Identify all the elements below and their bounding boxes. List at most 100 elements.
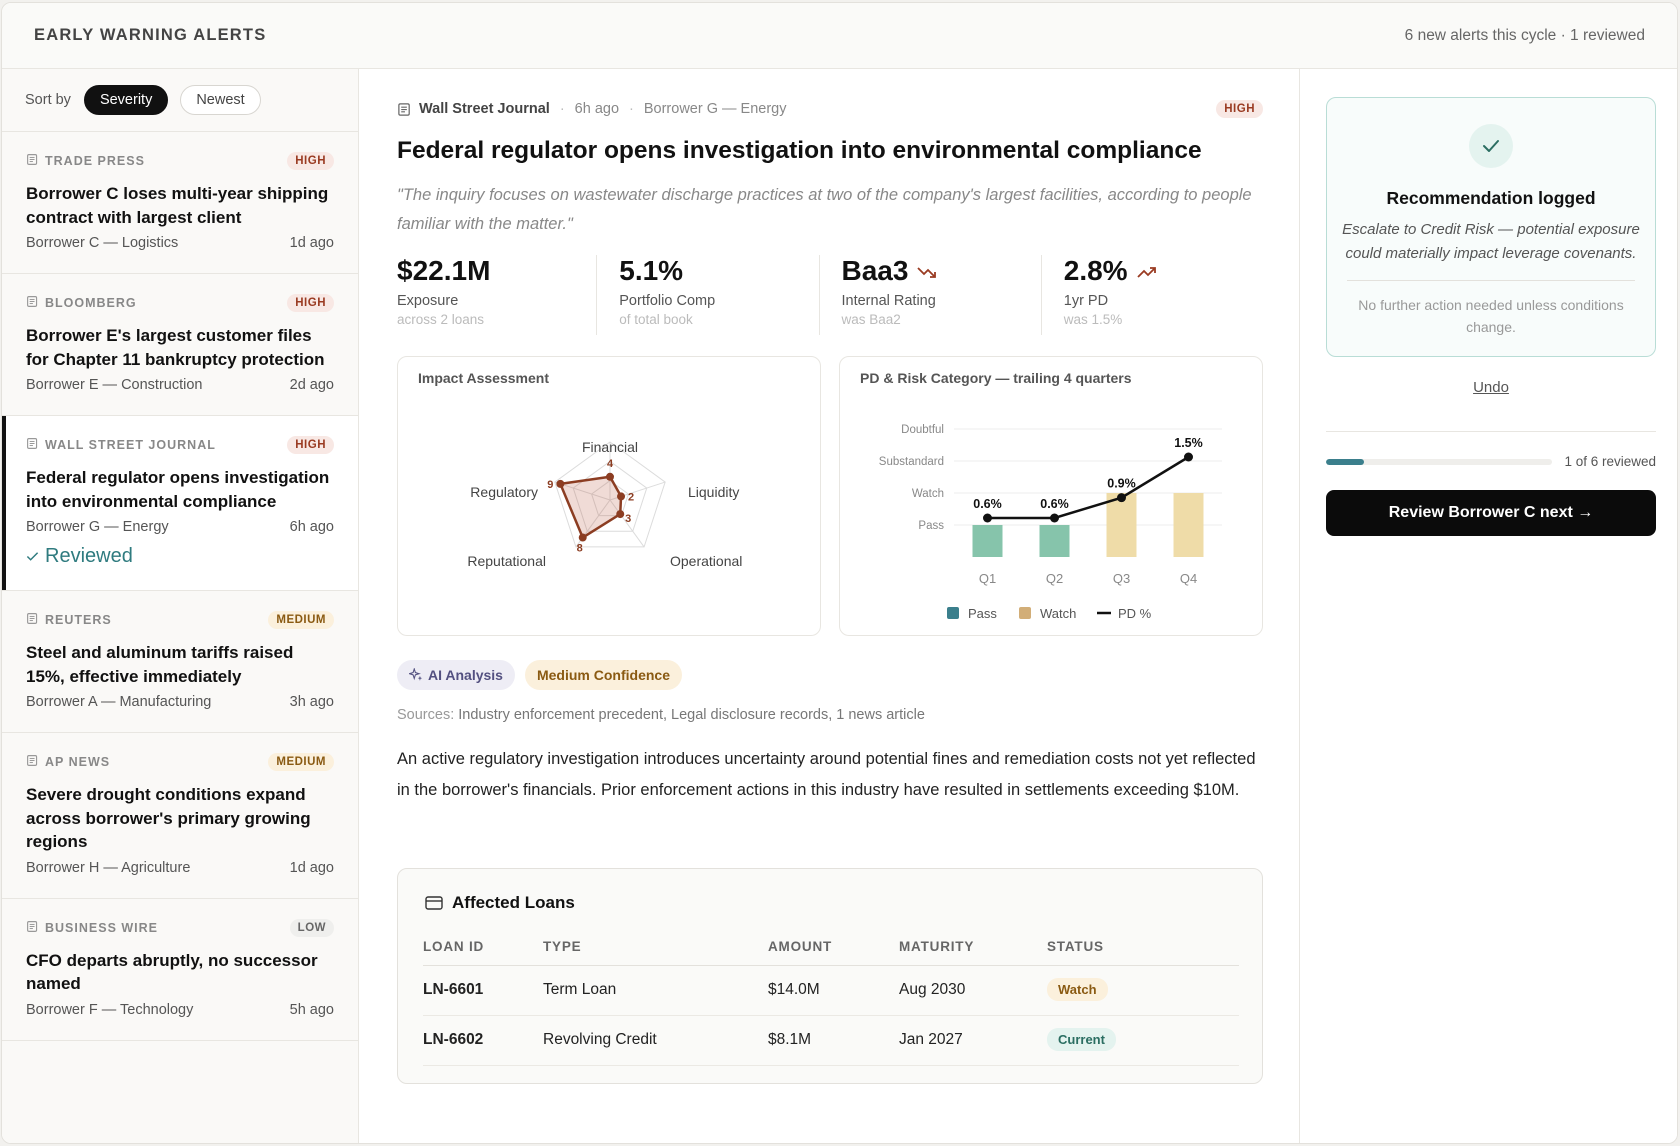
- sort-severity-button[interactable]: Severity: [83, 85, 169, 115]
- alert-meta-row: BLOOMBERG HIGH: [26, 294, 334, 312]
- metric-value-row: $22.1M: [397, 255, 596, 287]
- alert-list-item[interactable]: REUTERS MEDIUM Steel and aluminum tariffs …: [2, 591, 358, 733]
- alert-borrower: Borrower C — Logistics: [26, 235, 179, 251]
- trend-up-icon: [1136, 255, 1158, 287]
- alert-borrower: Borrower F — Technology: [26, 1001, 194, 1018]
- alert-meta-row: WALL STREET JOURNAL HIGH: [26, 436, 334, 454]
- pd-point: [1117, 493, 1126, 503]
- recommendation-card: Recommendation logged Escalate to Credit…: [1326, 97, 1656, 357]
- metric-1yr-pd: 2.8% 1yr PD was 1.5%: [1040, 255, 1263, 335]
- analysis-chips: AI Analysis Medium Confidence: [397, 660, 682, 690]
- radar-chart: 4 Financial 2 Liquidity 3 Operational 8 Reputat…: [467, 439, 742, 569]
- col-loan-id: LOAN ID: [423, 929, 543, 966]
- y-tick-label: Doubtful: [901, 424, 944, 436]
- alert-list-panel: Sort by Severity Newest TRADE PRESS HIGH B…: [2, 69, 359, 1143]
- metric-value: Baa3: [841, 255, 909, 286]
- radar-value-label: 8: [577, 543, 583, 555]
- review-next-button[interactable]: Review Borrower C next →: [1326, 490, 1656, 536]
- pd-value-label: 0.6%: [1040, 497, 1069, 511]
- radar-axis-label: Financial: [582, 439, 638, 455]
- ai-analysis-chip: AI Analysis: [397, 660, 515, 690]
- metric-sub: across 2 loans: [397, 312, 485, 327]
- metric-label: Exposure: [397, 293, 459, 309]
- alert-source: BLOOMBERG: [26, 295, 137, 311]
- radar-value-label: 4: [607, 458, 614, 470]
- divider: [1326, 431, 1656, 432]
- alert-footer-row: Borrower C — Logistics 1d ago: [26, 235, 334, 251]
- detail-borrower: Borrower G — Energy: [643, 101, 787, 117]
- review-progress-fill: [1326, 459, 1364, 465]
- loans-table: LOAN ID TYPE AMOUNT MATURITY STATUS LN-6…: [423, 929, 1239, 1066]
- sort-bar: Sort by Severity Newest: [2, 69, 358, 132]
- alert-borrower: Borrower H — Agriculture: [26, 859, 191, 876]
- radar-value-label: 2: [628, 491, 634, 503]
- radar-axis-label: Regulatory: [470, 484, 538, 500]
- newspaper-icon: [26, 920, 39, 936]
- metric-label: 1yr PD: [1063, 293, 1109, 309]
- detail-title: Federal regulator opens investigation in…: [397, 137, 1202, 164]
- metric-value-row: Baa3: [842, 255, 1041, 287]
- alert-list-item[interactable]: AP NEWS MEDIUM Severe drought conditions e…: [2, 733, 358, 899]
- alert-headline: Steel and aluminum tariffs raised 15%, e…: [26, 643, 294, 686]
- alert-age: 5h ago: [289, 1001, 334, 1018]
- legend-label: PD %: [1118, 606, 1152, 621]
- newspaper-icon: [26, 153, 39, 169]
- review-progress-bar: [1326, 459, 1552, 465]
- x-tick-label: Q2: [1046, 571, 1063, 586]
- alert-list-item[interactable]: BUSINESS WIRE LOW CFO departs abruptly, no…: [2, 899, 358, 1041]
- divider: [1347, 280, 1635, 281]
- x-tick-label: Q4: [1180, 571, 1197, 586]
- radar-point: [556, 479, 565, 488]
- recommendation-title: Recommendation logged: [1386, 188, 1596, 208]
- alert-source-name: WALL STREET JOURNAL: [45, 438, 216, 452]
- alert-list-item[interactable]: BLOOMBERG HIGH Borrower E's largest custom…: [2, 274, 358, 416]
- alert-source-name: AP NEWS: [45, 755, 111, 769]
- severity-badge: MEDIUM: [268, 753, 334, 771]
- metric-label: Internal Rating: [841, 293, 936, 309]
- trend-down-icon: [916, 255, 938, 287]
- alert-source-name: BLOOMBERG: [45, 296, 137, 310]
- alert-borrower: Borrower G — Energy: [26, 519, 169, 535]
- alert-source: BUSINESS WIRE: [26, 920, 158, 936]
- alert-meta-row: REUTERS MEDIUM: [26, 611, 334, 629]
- analysis-text: An active regulatory investigation intro…: [397, 750, 1256, 799]
- pd-line: [987, 455, 1190, 520]
- loan-status-cell: Current: [1047, 1015, 1239, 1066]
- alert-meta-row: AP NEWS MEDIUM: [26, 753, 334, 771]
- loan-type: Term Loan: [543, 965, 768, 1016]
- detail-source: Wall Street Journal: [397, 101, 550, 117]
- table-row[interactable]: LN-6601 Term Loan $14.0M Aug 2030 Watch: [423, 965, 1239, 1016]
- table-row[interactable]: LN-6602 Revolving Credit $8.1M Jan 2027 …: [423, 1015, 1239, 1066]
- metric-value: 5.1%: [619, 255, 684, 286]
- radar-point: [616, 510, 625, 519]
- x-tick-label: Q3: [1113, 571, 1130, 586]
- separator-dot: ·: [559, 101, 565, 117]
- radar-axis-label: Reputational: [467, 553, 546, 569]
- risk-bar: [1106, 493, 1137, 557]
- separator-dot: ·: [629, 101, 634, 117]
- alert-source: AP NEWS: [26, 754, 110, 770]
- undo-link[interactable]: Undo: [1473, 379, 1509, 396]
- alert-source: REUTERS: [26, 612, 112, 628]
- top-bar: EARLY WARNING ALERTS 6 new alerts this c…: [2, 3, 1677, 69]
- pd-value-label: 0.9%: [1107, 477, 1136, 491]
- alert-footer-row: Borrower G — Energy 6h ago: [26, 519, 334, 535]
- risk-bar: [1039, 525, 1070, 557]
- radar-grid-ring: [572, 460, 648, 532]
- sparkle-icon: [409, 668, 423, 681]
- metric-label: Portfolio Comp: [619, 293, 716, 309]
- newspaper-icon: [26, 437, 39, 453]
- pd-value-label: 0.6%: [973, 497, 1002, 511]
- success-circle: [1469, 124, 1513, 168]
- sort-newest-button[interactable]: Newest: [180, 85, 261, 115]
- detail-source-name: Wall Street Journal: [419, 101, 550, 117]
- alert-source: WALL STREET JOURNAL: [26, 437, 216, 453]
- alert-age: 1d ago: [289, 859, 334, 876]
- alert-list-item[interactable]: WALL STREET JOURNAL HIGH Federal regulator…: [2, 416, 358, 591]
- metric-sub: of total book: [619, 312, 693, 327]
- pd-point: [983, 513, 992, 523]
- metric-sub: was 1.5%: [1063, 312, 1123, 327]
- alert-borrower: Borrower A — Manufacturing: [26, 694, 212, 710]
- alert-list-item[interactable]: TRADE PRESS HIGH Borrower C loses multi-ye…: [2, 132, 358, 274]
- metric-value: $22.1M: [397, 255, 491, 286]
